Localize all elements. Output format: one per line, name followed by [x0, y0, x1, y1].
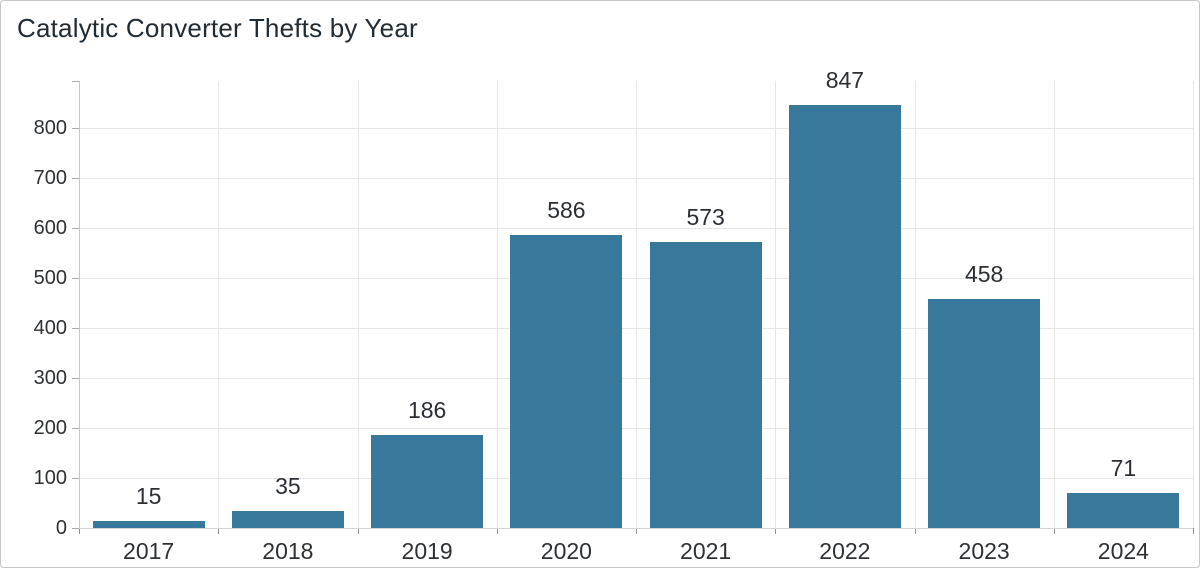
x-tick [636, 528, 637, 534]
x-axis-label: 2020 [540, 538, 592, 564]
y-axis-end-tick [72, 81, 79, 82]
bar-2024[interactable] [1067, 492, 1180, 528]
x-axis-label: 2017 [123, 538, 175, 564]
x-gridline [636, 81, 637, 528]
y-axis-label: 500 [33, 267, 67, 289]
x-gridline [357, 81, 359, 528]
y-tick [72, 328, 79, 329]
x-gridline [218, 81, 220, 528]
x-gridline [914, 81, 916, 528]
y-tick [72, 428, 79, 429]
y-tick [72, 178, 79, 179]
bar-2018[interactable] [231, 510, 344, 528]
y-tick [72, 478, 79, 479]
bar-2020[interactable] [510, 235, 623, 528]
bar-2021[interactable] [649, 241, 762, 528]
x-tick [1053, 528, 1055, 534]
x-axis-label: 2024 [1097, 538, 1149, 564]
y-axis-label: 100 [33, 467, 67, 489]
y-axis-label: 800 [33, 117, 67, 139]
x-tick [79, 528, 80, 534]
y-tick [72, 228, 79, 229]
x-gridline [775, 81, 777, 528]
x-gridline [1053, 81, 1055, 528]
value-label: 186 [407, 397, 447, 423]
x-axis [79, 528, 1193, 529]
y-axis-label: 700 [33, 167, 67, 189]
y-tick [72, 378, 79, 379]
x-tick [357, 528, 359, 534]
bar-2017[interactable] [92, 520, 205, 528]
bar-2023[interactable] [928, 299, 1041, 528]
y-axis-label: 0 [55, 517, 67, 539]
x-tick [1193, 528, 1194, 534]
value-label: 847 [825, 66, 865, 93]
x-axis-label: 2019 [401, 538, 453, 564]
y-axis-label: 400 [33, 317, 67, 339]
x-tick [775, 528, 777, 534]
value-label: 458 [964, 261, 1004, 287]
x-tick [218, 528, 220, 534]
x-tick [496, 528, 498, 534]
x-tick [914, 528, 916, 534]
x-axis-label: 2023 [958, 538, 1010, 564]
bar-2022[interactable] [788, 104, 901, 528]
y-tick [72, 278, 79, 279]
value-label: 71 [1110, 454, 1137, 481]
y-tick [72, 528, 79, 529]
value-label: 573 [686, 203, 725, 230]
bar-2019[interactable] [371, 435, 484, 528]
y-tick [72, 128, 79, 129]
x-axis-label: 2018 [262, 538, 314, 564]
y-axis-label: 200 [33, 417, 67, 439]
value-label: 15 [135, 482, 162, 509]
x-axis-label: 2022 [819, 538, 871, 564]
y-axis-label: 600 [33, 217, 67, 239]
value-label: 35 [275, 472, 301, 499]
y-axis-label: 300 [33, 367, 67, 389]
chart-title: Catalytic Converter Thefts by Year [17, 13, 418, 43]
y-axis [79, 81, 80, 528]
x-axis-label: 2021 [680, 538, 732, 564]
value-label: 586 [547, 197, 586, 223]
x-gridline [1193, 81, 1194, 528]
x-gridline [496, 81, 498, 528]
